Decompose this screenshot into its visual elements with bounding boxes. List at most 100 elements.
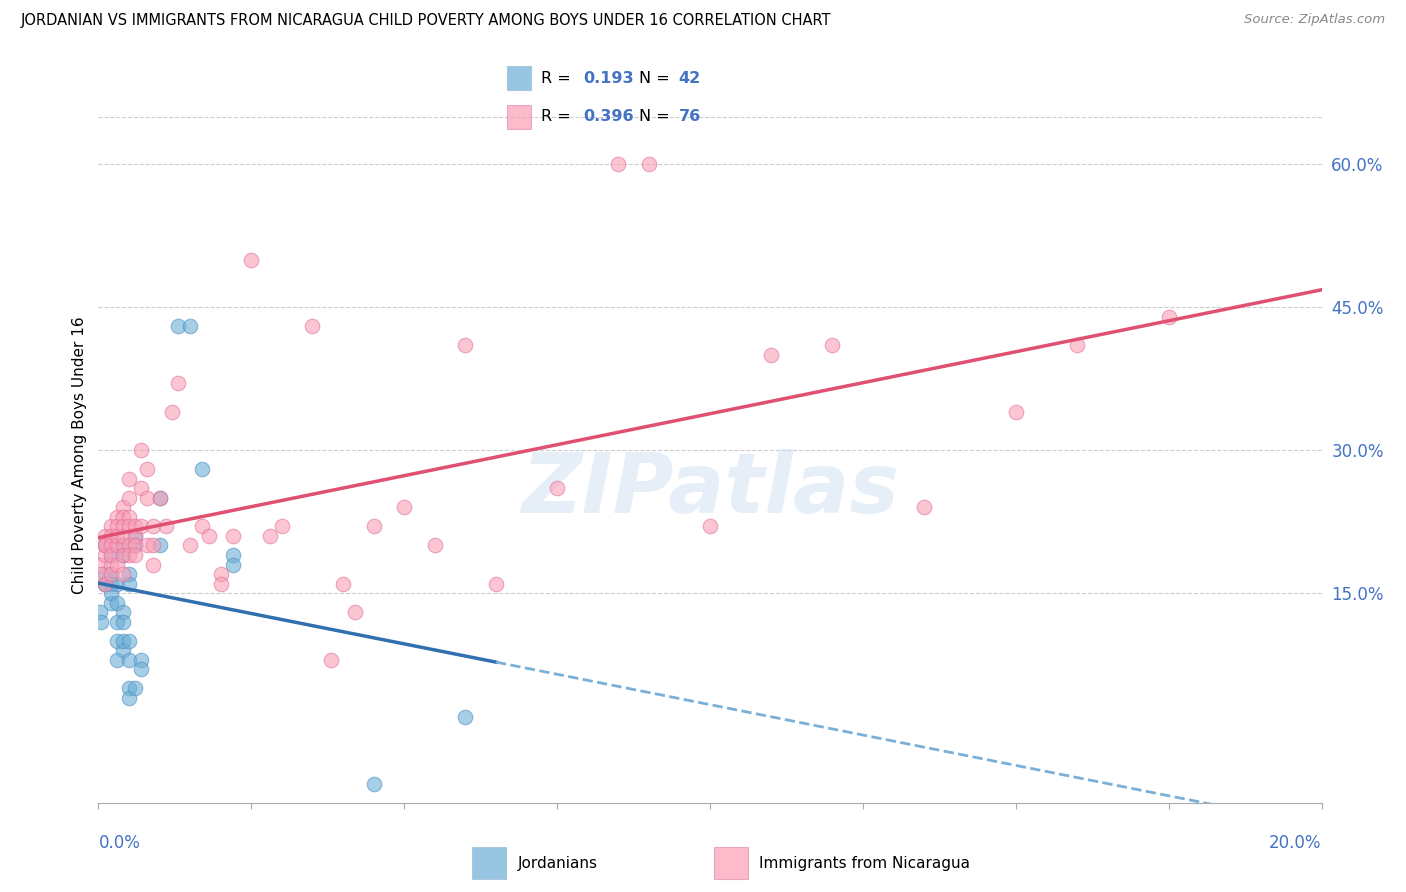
Point (105, 615, 128, 629)
Point (118, 509, 141, 524)
Point (149, 491, 172, 505)
Point (118, 653, 141, 667)
Point (222, 529, 245, 543)
Point (118, 519, 141, 533)
Point (111, 615, 134, 629)
Text: ZIPatlas: ZIPatlas (522, 450, 898, 530)
Point (100, 586, 122, 600)
Point (142, 519, 165, 533)
Point (118, 633, 141, 648)
Point (105, 529, 128, 543)
Point (111, 539, 134, 553)
Point (93, 539, 115, 553)
Point (105, 539, 128, 553)
Point (1066, 338, 1088, 352)
Point (105, 633, 128, 648)
Point (100, 558, 122, 572)
Point (167, 376, 190, 391)
Point (319, 653, 342, 667)
Point (89, 558, 111, 572)
Point (142, 558, 165, 572)
Point (124, 548, 146, 562)
Point (344, 605, 367, 619)
Text: Jordanians: Jordanians (517, 855, 598, 871)
Point (160, 405, 183, 419)
Point (111, 500, 134, 515)
Point (240, 252, 263, 267)
Text: 0.396: 0.396 (583, 109, 634, 124)
Point (301, 319, 323, 334)
Point (1004, 405, 1026, 419)
Point (111, 529, 134, 543)
Point (111, 567, 134, 582)
Y-axis label: Child Poverty Among Boys Under 16: Child Poverty Among Boys Under 16 (72, 316, 87, 594)
Point (129, 519, 152, 533)
FancyBboxPatch shape (714, 847, 748, 880)
Point (111, 509, 134, 524)
Point (111, 548, 134, 562)
Point (699, 519, 721, 533)
FancyBboxPatch shape (506, 104, 531, 128)
Point (118, 690, 141, 705)
Text: Immigrants from Nicaragua: Immigrants from Nicaragua (759, 855, 970, 871)
Point (423, 539, 446, 553)
Point (124, 681, 146, 696)
Point (191, 462, 214, 476)
Point (637, 157, 661, 171)
Point (93, 576, 115, 591)
Point (111, 548, 134, 562)
Point (89, 605, 111, 619)
Point (93, 539, 115, 553)
Point (118, 548, 141, 562)
Point (118, 472, 141, 486)
Point (149, 539, 172, 553)
Point (93, 539, 115, 553)
Point (93, 576, 115, 591)
Point (93, 529, 115, 543)
Point (270, 519, 292, 533)
Text: 76: 76 (679, 109, 702, 124)
Point (105, 558, 128, 572)
Point (100, 529, 122, 543)
Point (100, 548, 122, 562)
Point (105, 509, 128, 524)
Point (100, 519, 122, 533)
Point (912, 500, 935, 515)
Point (111, 539, 134, 553)
Text: R =: R = (541, 109, 576, 124)
Text: 20.0%: 20.0% (1270, 834, 1322, 852)
Point (129, 443, 152, 458)
Point (118, 576, 141, 591)
Text: Source: ZipAtlas.com: Source: ZipAtlas.com (1244, 13, 1385, 27)
Point (105, 653, 128, 667)
Point (332, 576, 354, 591)
Point (155, 519, 177, 533)
Point (93, 576, 115, 591)
Point (118, 681, 141, 696)
Point (197, 529, 219, 543)
Point (124, 529, 146, 543)
Point (222, 558, 245, 572)
Text: N =: N = (640, 109, 675, 124)
FancyBboxPatch shape (472, 847, 506, 880)
FancyBboxPatch shape (506, 66, 531, 90)
Point (129, 662, 152, 676)
Point (222, 548, 245, 562)
Point (100, 539, 122, 553)
Point (100, 567, 122, 582)
Point (90, 567, 112, 582)
Point (167, 319, 190, 334)
Text: JORDANIAN VS IMMIGRANTS FROM NICARAGUA CHILD POVERTY AMONG BOYS UNDER 16 CORRELA: JORDANIAN VS IMMIGRANTS FROM NICARAGUA C… (21, 13, 831, 29)
Point (136, 491, 159, 505)
Text: 0.193: 0.193 (583, 70, 634, 86)
Point (485, 576, 508, 591)
Point (1157, 310, 1180, 324)
Point (105, 596, 128, 610)
Point (100, 548, 122, 562)
Point (191, 519, 214, 533)
Point (118, 567, 141, 582)
Point (124, 529, 146, 543)
Point (179, 319, 201, 334)
Point (100, 576, 122, 591)
Point (124, 539, 146, 553)
